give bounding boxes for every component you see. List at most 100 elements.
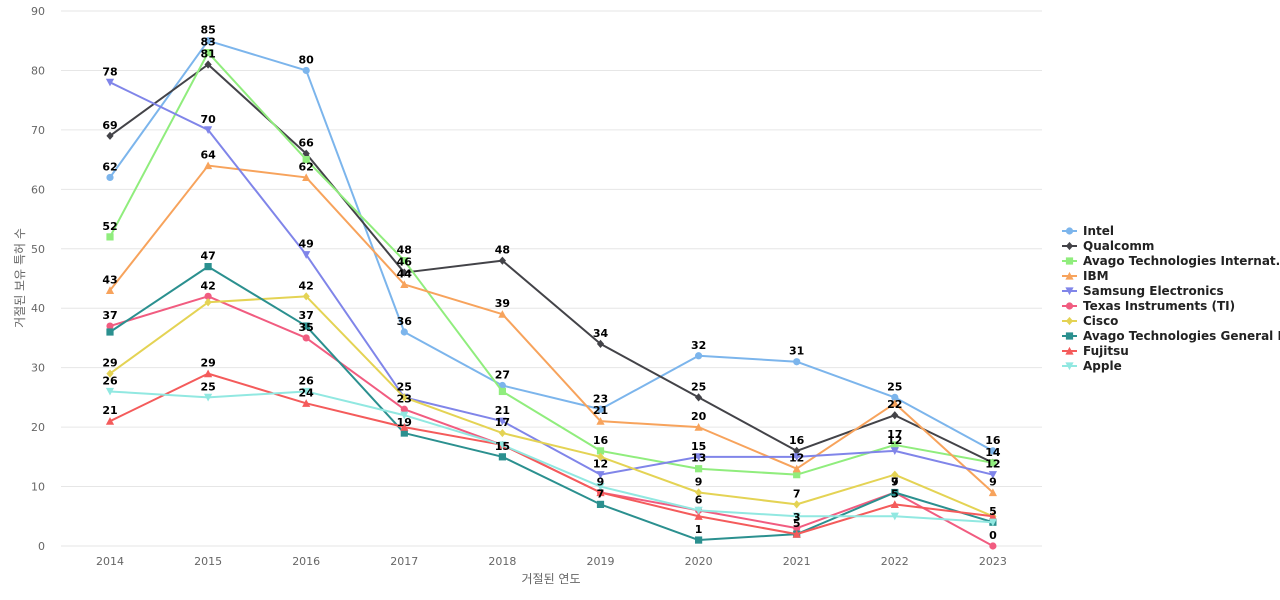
data-point <box>695 465 703 473</box>
data-point <box>302 156 310 164</box>
data-point <box>204 263 212 271</box>
data-point <box>106 322 114 330</box>
data-point <box>694 453 703 461</box>
gridlines <box>61 10 1042 547</box>
data-label: 12 <box>887 434 902 447</box>
data-point <box>105 417 115 425</box>
series-lines <box>105 37 997 550</box>
data-label: 0 <box>989 529 997 542</box>
data-point <box>890 500 899 508</box>
x-axis-title: 거절된 연도 <box>521 572 580 586</box>
data-label: 9 <box>891 476 899 489</box>
data-point <box>695 488 703 497</box>
data-point <box>890 399 899 407</box>
data-label: 69 <box>102 119 117 132</box>
data-point <box>596 452 605 461</box>
data-label: 29 <box>102 357 117 370</box>
data-label: 37 <box>102 309 117 322</box>
data-label: 9 <box>989 476 997 489</box>
x-tick-label: 2021 <box>783 555 811 568</box>
data-label: 48 <box>397 244 412 257</box>
data-point <box>695 352 703 360</box>
legend-label: Intel <box>1083 224 1114 238</box>
data-label: 26 <box>299 374 315 387</box>
legend-marker <box>1065 316 1074 326</box>
data-point <box>400 411 409 420</box>
legend-item: Samsung Electronics <box>1062 284 1224 298</box>
data-label: 25 <box>691 380 706 393</box>
data-point <box>988 518 997 527</box>
data-point <box>302 334 310 342</box>
legend-item: Apple <box>1062 359 1122 373</box>
legend-marker <box>1065 346 1074 355</box>
legend-item: IBM <box>1062 269 1109 283</box>
data-point <box>302 399 311 407</box>
data-point <box>891 470 899 479</box>
data-label: 16 <box>789 434 805 447</box>
x-tick-label: 2022 <box>881 555 909 568</box>
data-label: 12 <box>789 452 804 465</box>
legend-item: Intel <box>1062 224 1114 238</box>
series-line <box>109 372 994 536</box>
data-label: 7 <box>793 487 801 500</box>
series-0 <box>106 37 997 455</box>
legend-item: Texas Instruments (TI) <box>1062 299 1235 313</box>
data-point <box>105 286 115 294</box>
data-label: 34 <box>593 327 609 340</box>
data-label: 39 <box>495 297 510 310</box>
data-label: 1 <box>695 523 703 536</box>
data-point <box>204 369 213 378</box>
series-3 <box>105 161 997 497</box>
data-point <box>498 417 507 426</box>
data-point <box>400 280 409 289</box>
data-point <box>400 423 409 431</box>
legend-label: Samsung Electronics <box>1083 284 1224 298</box>
data-point <box>792 512 801 521</box>
data-point <box>302 66 310 75</box>
data-label: 37 <box>299 309 314 322</box>
data-label: 83 <box>200 36 215 49</box>
data-point <box>106 233 114 241</box>
data-label: 21 <box>593 404 608 417</box>
data-point <box>498 441 507 450</box>
data-point <box>988 471 997 479</box>
series-line <box>109 63 994 464</box>
y-tick-label: 90 <box>31 5 45 18</box>
data-point <box>989 447 997 455</box>
data-point <box>400 268 408 277</box>
data-label: 25 <box>397 380 412 393</box>
data-label: 66 <box>299 137 315 150</box>
data-point <box>204 161 213 170</box>
legend-label: Avago Technologies General IP <box>1083 329 1280 343</box>
legend-item: Qualcomm <box>1062 239 1154 253</box>
data-label: 81 <box>200 48 215 61</box>
data-label: 16 <box>593 434 609 447</box>
data-point <box>596 471 605 479</box>
data-label: 43 <box>102 273 117 286</box>
data-label: 9 <box>597 476 605 489</box>
data-point <box>302 149 310 158</box>
data-label: 19 <box>397 416 412 429</box>
data-label: 47 <box>200 250 215 263</box>
series-line <box>109 81 994 476</box>
data-point <box>793 358 801 366</box>
data-label: 5 <box>793 517 801 530</box>
data-point <box>792 453 801 461</box>
data-label: 36 <box>397 315 413 328</box>
data-label: 15 <box>691 440 706 453</box>
legend-item: Fujitsu <box>1062 344 1129 358</box>
data-point <box>988 488 997 497</box>
x-tick-label: 2014 <box>96 555 124 568</box>
x-tick-label: 2015 <box>194 555 222 568</box>
data-point <box>400 405 408 413</box>
data-point <box>793 500 801 509</box>
series-line <box>109 265 994 542</box>
legend-marker <box>1065 332 1074 340</box>
data-point <box>106 328 114 336</box>
series-line <box>109 51 994 476</box>
data-label: 20 <box>691 410 707 423</box>
data-label: 5 <box>989 505 997 518</box>
data-point <box>695 393 703 402</box>
data-label: 9 <box>695 476 703 489</box>
